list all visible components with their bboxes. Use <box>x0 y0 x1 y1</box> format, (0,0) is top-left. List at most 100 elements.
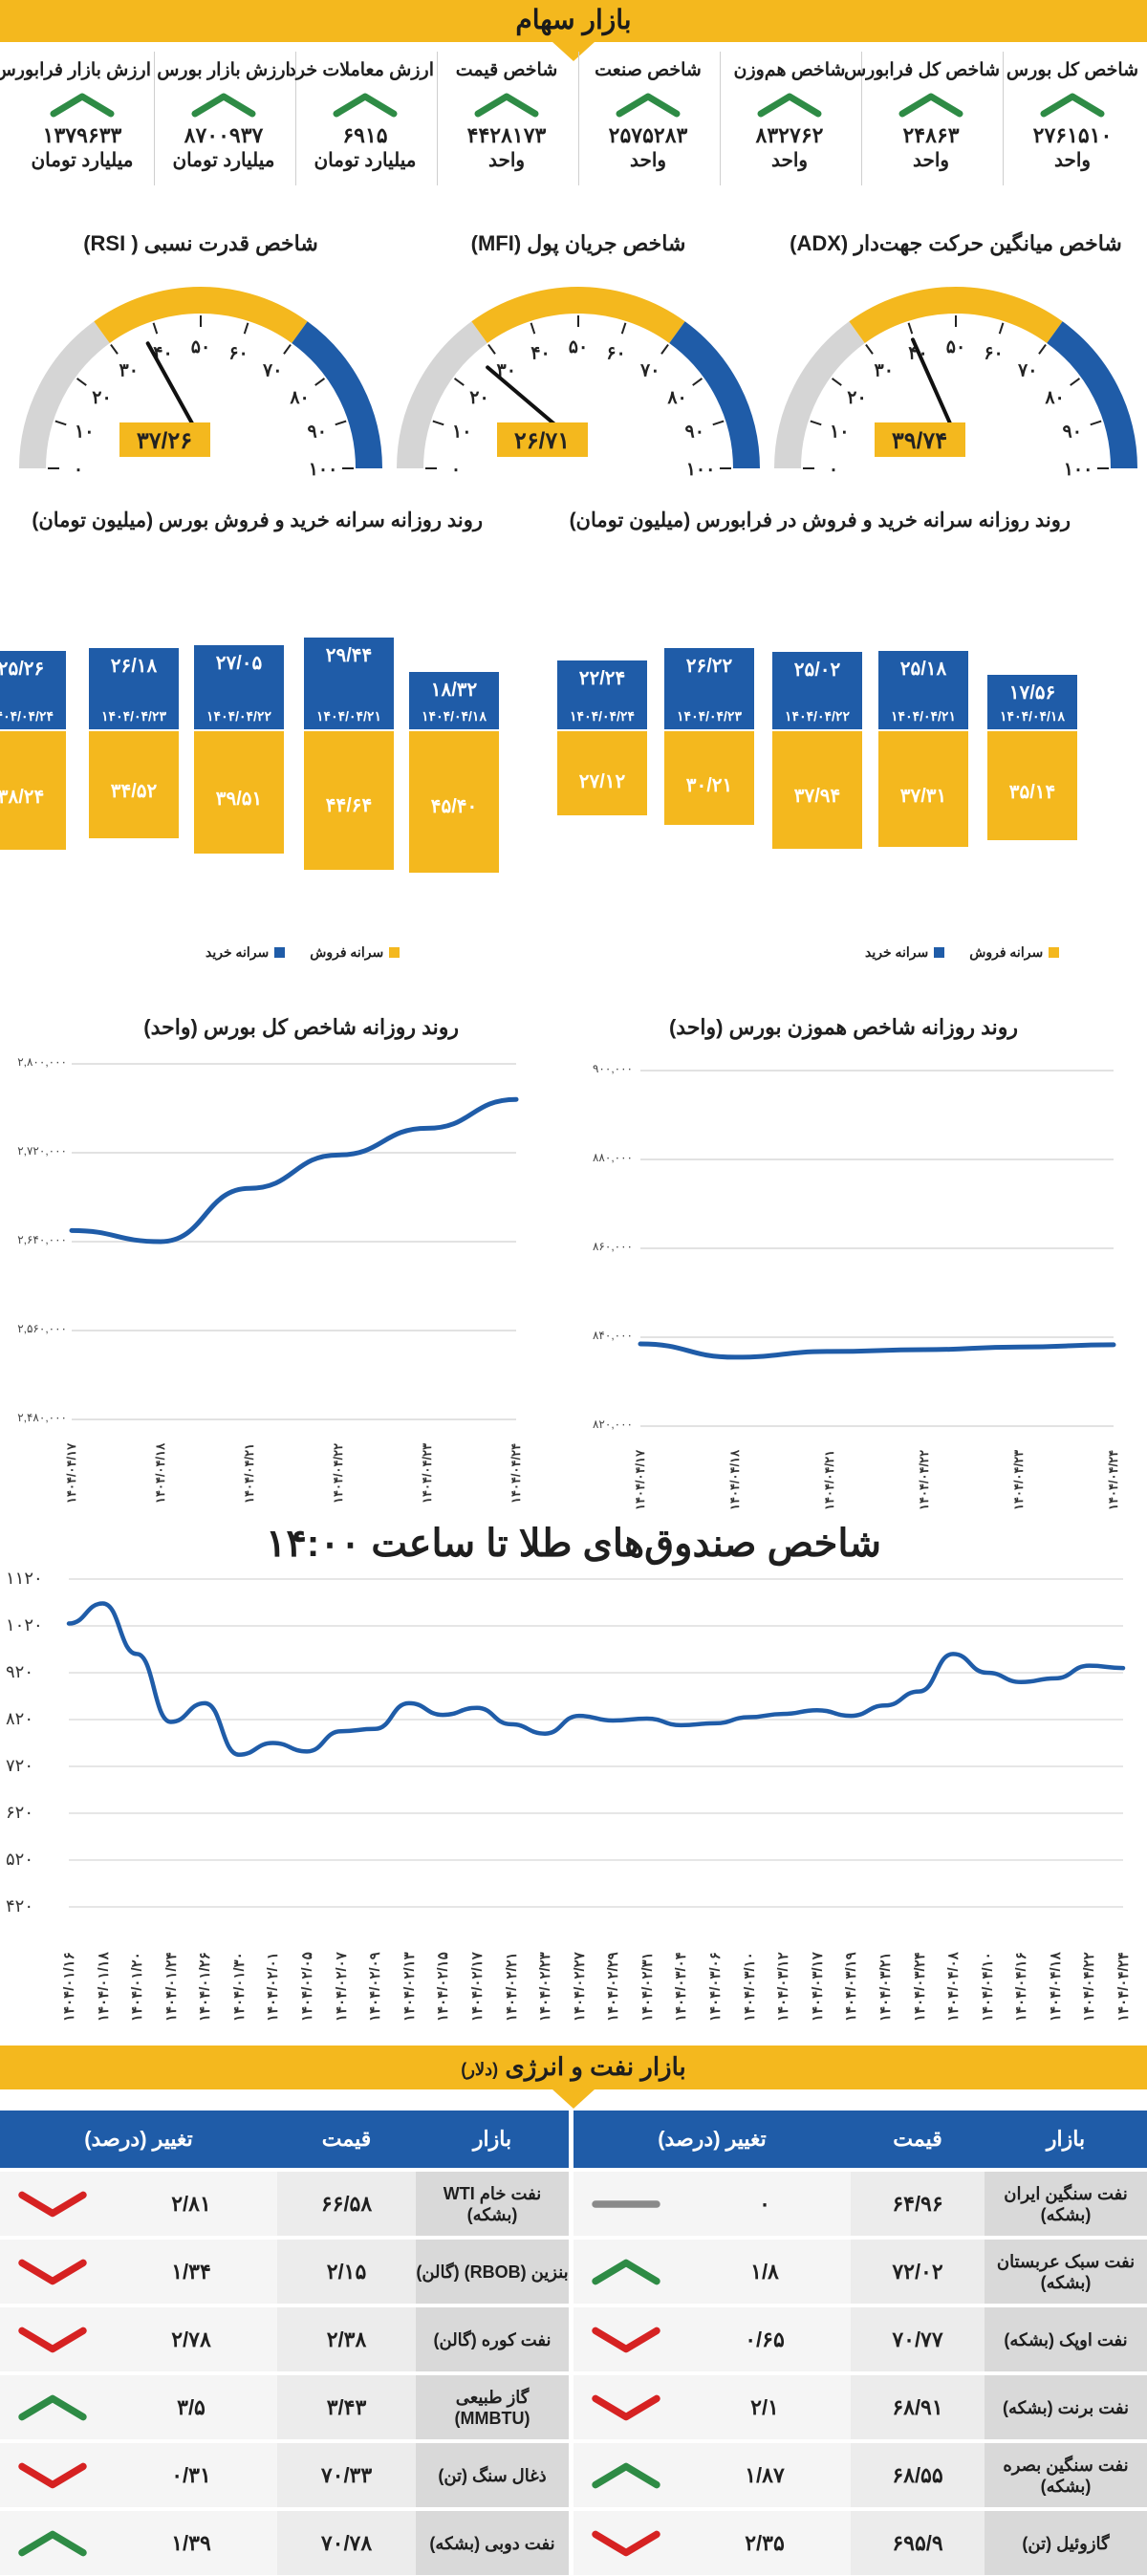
x-tick-label: ۱۴۰۴/۰۴/۱۸ <box>727 1449 742 1510</box>
row-market-name: نفت خام WTI (بشکه) <box>416 2172 569 2236</box>
gauge-tick-label: ۶۰ <box>228 343 248 363</box>
gauge-tick-label: ۵۰ <box>191 337 210 357</box>
x-tick-label: ۱۴۰۴/۰۲/۰۷ <box>333 1952 350 2022</box>
buy-bar <box>304 638 394 729</box>
legend-sell-label: سرانه فروش <box>969 944 1044 960</box>
gauge-tick <box>692 378 703 386</box>
gauge-tick-label: ۸۰ <box>666 388 686 408</box>
indicator-title: ارزش بازار بورس <box>157 60 291 80</box>
indicator-value: ۸۷۰۰۹۳۷ <box>184 123 264 147</box>
sell-value-label: ۳۷/۹۴ <box>793 786 841 808</box>
trend-down-icon <box>18 2191 87 2217</box>
row-change: ۱/۳۹ <box>105 2511 277 2575</box>
row-change: ۲/۷۸ <box>105 2307 277 2371</box>
gauge-value-box <box>497 422 588 457</box>
y-tick-label: ۲,۶۴۰,۰۰۰ <box>17 1233 67 1246</box>
total-index-plot <box>69 1063 519 1420</box>
row-market-name: گازوئیل (تن) <box>985 2511 1147 2575</box>
header-change: تغییر (درصد) <box>574 2111 851 2168</box>
x-tick-label: ۱۴۰۴/۰۴/۲۳ <box>1011 1449 1026 1510</box>
gauge-tick <box>907 322 914 335</box>
y-tick-label: ۶۲۰ <box>6 1803 34 1822</box>
y-tick-label: ۸۲۰,۰۰۰ <box>592 1418 633 1431</box>
bar-date-label: ۱۴۰۴/۰۴/۲۲ <box>206 708 271 724</box>
gauge-tick-label: ۱۰ <box>452 422 471 442</box>
gauge-tick-label: ۲۰ <box>847 388 866 408</box>
trend-up-icon <box>18 2530 87 2556</box>
buy-value-label: ۲۶/۲۲ <box>685 655 733 677</box>
row-price: ۶۸/۵۵ <box>851 2443 985 2507</box>
gauge-tick-label: ۶۰ <box>606 343 625 363</box>
trend-up-icon <box>592 2462 660 2488</box>
bar-date-label: ۱۴۰۴/۰۴/۲۱ <box>891 708 956 724</box>
x-tick-label: ۱۴۰۴/۰۴/۱۰ <box>979 1952 996 2022</box>
x-tick-label: ۱۴۰۴/۰۴/۲۲ <box>1081 1952 1098 2022</box>
row-market-name: گاز طبیعی (MMBTU) <box>416 2375 569 2439</box>
x-tick-label: ۱۴۰۴/۰۴/۲۱ <box>822 1449 836 1510</box>
row-change: ۱/۳۴ <box>105 2240 277 2304</box>
row-trend <box>0 2375 105 2439</box>
legend-buy-swatch <box>934 947 945 958</box>
gauge-tick-label: ۳۰ <box>497 360 516 380</box>
row-price: ۷۰/۳۳ <box>277 2443 416 2507</box>
indicator-value: ۲۷۶۱۵۱۰ <box>1032 123 1113 147</box>
bar-date-label: ۱۴۰۴/۰۴/۲۳ <box>101 708 166 724</box>
indicator-unit: واحد <box>487 150 526 171</box>
gauge-title: شاخص میانگین حرکت جهت‌دار (ADX) <box>790 231 1122 255</box>
gauge-tick <box>76 378 87 386</box>
gauge-tick-label: ۱۰۰ <box>1064 460 1093 478</box>
indicator-unit: میلیارد تومان <box>314 150 417 171</box>
gauge-tick <box>110 343 119 355</box>
gauge-tick-label: ۹۰ <box>685 422 704 442</box>
y-tick-label: ۸۸۰,۰۰۰ <box>592 1151 633 1164</box>
x-tick-label: ۱۴۰۴/۰۲/۰۱ <box>265 1952 282 2022</box>
gauge-tick <box>243 322 249 335</box>
gauge-dial: ۰ ۱۰ ۲۰ ۳۰ ۴۰ ۵۰ ۶۰ ۷۰ ۸۰ ۹۰ ۱۰۰ ۲۶/۷۱ <box>397 287 760 478</box>
buy-bar <box>89 647 179 729</box>
bourse-percapita-title: روند روزانه سرانه خرید و فروش بورس (میلی… <box>32 509 483 531</box>
indicator-cell: شاخص کل بورس ۲۷۶۱۵۱۰ واحد <box>1003 52 1141 185</box>
gauge-tick-label: ۷۰ <box>262 360 282 380</box>
x-tick-label: ۱۴۰۴/۰۴/۲۲ <box>917 1449 931 1510</box>
gauge-tick-label: ۲۰ <box>469 388 488 408</box>
indicator-title: شاخص صنعت <box>595 60 702 80</box>
indicator-arrow <box>155 91 292 119</box>
stock-market-title: بازار سهام <box>515 5 632 34</box>
row-price: ۲/۱۵ <box>277 2240 416 2304</box>
bar-date-label: ۱۴۰۴/۰۴/۲۲ <box>785 708 850 724</box>
buy-value-label: ۲۷/۰۵ <box>215 653 263 675</box>
energy-title: بازار نفت و انرژی <box>505 2052 686 2081</box>
gauge-tick-label: ۳۰ <box>119 360 139 380</box>
row-change: ۰ <box>679 2172 851 2236</box>
trend-down-icon <box>592 2327 660 2352</box>
indicator-arrow <box>13 91 151 119</box>
x-tick-label: ۱۴۰۴/۰۴/۲۴ <box>1106 1449 1120 1510</box>
indicator-title: شاخص کل فرابورس <box>843 60 1000 80</box>
gauge-tick-label: ۵۰ <box>946 337 965 357</box>
y-tick-label: ۹۰۰,۰۰۰ <box>592 1062 633 1075</box>
row-market-name: ذغال سنگ (تن) <box>416 2443 569 2507</box>
sell-bar <box>878 731 968 848</box>
x-tick-label: ۱۴۰۴/۰۳/۱۷ <box>809 1952 826 2022</box>
gauge-tick-label: ۱۰ <box>75 422 94 442</box>
y-tick-label: ۲,۷۲۰,۰۰۰ <box>17 1144 67 1158</box>
indicator-title: شاخص کل بورس <box>1006 60 1139 80</box>
row-price: ۶۸/۹۱ <box>851 2375 985 2439</box>
x-tick-label: ۱۴۰۴/۰۳/۱۲ <box>775 1952 792 2022</box>
legend-buy-swatch <box>274 947 286 958</box>
trend-up-icon <box>474 93 539 118</box>
header-market: بازار <box>416 2111 569 2168</box>
row-change: ۳/۵ <box>105 2375 277 2439</box>
sell-bar <box>987 731 1077 841</box>
y-tick-label: ۵۲۰ <box>6 1850 34 1869</box>
gauge-value-box <box>119 422 210 457</box>
gauge-tick <box>831 378 842 386</box>
indicator-title: شاخص قیمت <box>455 60 558 80</box>
x-tick-label: ۱۴۰۴/۰۲/۱۷ <box>468 1952 486 2022</box>
trend-down-icon <box>592 2394 660 2420</box>
indicator-unit: واحد <box>1053 150 1092 171</box>
row-change: ۱/۸۷ <box>679 2443 851 2507</box>
row-price: ۲/۳۸ <box>277 2307 416 2371</box>
row-price: ۷۲/۰۲ <box>851 2240 985 2304</box>
gauge-zone-low <box>774 321 865 469</box>
